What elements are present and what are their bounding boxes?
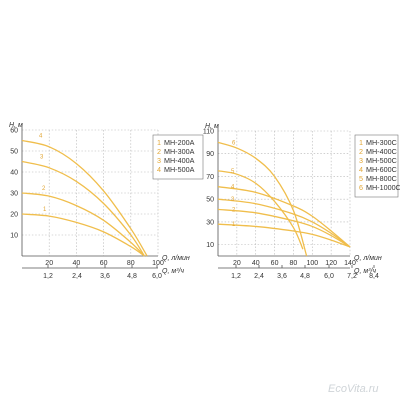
- x-tick-label-flow: 100: [306, 260, 318, 267]
- y-axis-label: H, м: [205, 123, 219, 130]
- legend-number: 3: [157, 156, 161, 165]
- x-tick-label-flow: 80: [127, 260, 135, 267]
- y-tick-label: 10: [206, 242, 214, 249]
- x-tick-label-m3: 2,4: [72, 273, 82, 280]
- legend-entry: MH-800C: [366, 174, 397, 183]
- series-line-mh-500c: [217, 198, 351, 248]
- curve-number-label: 6: [232, 140, 236, 146]
- y-tick-label: 90: [206, 151, 214, 158]
- y-tick-label: 60: [10, 127, 18, 134]
- curve-number-label: 1: [43, 207, 47, 213]
- x-tick-label-flow: 40: [252, 260, 260, 267]
- series-line-mh-200a: [21, 213, 145, 257]
- legend-entry: MH-300A: [164, 147, 195, 156]
- x-tick-label-flow: 60: [271, 260, 279, 267]
- x-tick-label-m3: 4,8: [300, 273, 310, 280]
- curve-number-label: 3: [231, 197, 235, 203]
- x-tick-label-flow: 60: [100, 260, 108, 267]
- x-tick-label-flow: 80: [290, 260, 298, 267]
- legend-entry: MH-400C: [366, 147, 397, 156]
- series-line-mh-300a: [21, 192, 145, 257]
- x-tick-label-m3: 8,4: [369, 273, 379, 280]
- x-axis-label-m3: Q, м³/ч: [162, 268, 184, 275]
- legend-entry: MH-500A: [164, 165, 195, 174]
- x-tick-label-flow: 140: [344, 260, 356, 267]
- legend-number: 5: [359, 174, 363, 183]
- legend-number: 1: [359, 138, 363, 147]
- x-tick-label-m3: 1,2: [231, 273, 241, 280]
- y-tick-label: 50: [10, 148, 18, 155]
- y-tick-label: 10: [10, 232, 18, 239]
- series-line-mh-300c: [217, 223, 351, 248]
- x-tick-label-m3: 3,6: [100, 273, 110, 280]
- x-tick-label-m3: 6,0: [324, 273, 334, 280]
- y-axis-label: H, м: [9, 122, 23, 129]
- series-line-mh-400a: [21, 160, 145, 257]
- legend-entry: MH-400A: [164, 156, 195, 165]
- y-tick-label: 30: [10, 190, 18, 197]
- series-line-mh-600c: [217, 186, 351, 248]
- curve-number-label: 2: [42, 186, 46, 192]
- legend-entry: MH-300C: [366, 138, 397, 147]
- x-tick-label-m3: 1,2: [43, 273, 53, 280]
- series-line-mh-1000c: [217, 141, 308, 257]
- x-tick-label-m3: 4,8: [127, 273, 137, 280]
- x-tick-label-flow: 20: [233, 260, 241, 267]
- x-tick-label-m3: 2,4: [254, 273, 264, 280]
- legend-number: 6: [359, 183, 363, 192]
- y-tick-label: 20: [10, 211, 18, 218]
- series-line-mh-800c: [217, 170, 304, 250]
- x-axis-label-flow: Q, л/мин: [162, 255, 190, 262]
- legend-number: 2: [157, 147, 161, 156]
- y-tick-label: 110: [203, 128, 214, 135]
- curve-number-label: 4: [39, 134, 43, 140]
- legend-number: 4: [359, 165, 363, 174]
- legend-number: 1: [157, 138, 161, 147]
- curve-number-label: 5: [231, 169, 235, 175]
- x-tick-label-flow: 120: [325, 260, 337, 267]
- curve-number-label: 3: [40, 155, 44, 161]
- x-tick-label-flow: 20: [45, 260, 53, 267]
- y-tick-label: 30: [206, 219, 214, 226]
- legend-entry: MH-600C: [366, 165, 397, 174]
- legend-number: 4: [157, 165, 161, 174]
- x-tick-label-flow: 100: [152, 260, 164, 267]
- grid: [22, 129, 159, 256]
- legend-number: 2: [359, 147, 363, 156]
- curve-number-label: 2: [232, 207, 236, 213]
- legend-entry: MH-500C: [366, 156, 397, 165]
- x-tick-label-m3: 6,0: [152, 273, 162, 280]
- y-tick-label: 70: [206, 174, 214, 181]
- series-line-mh-400c: [217, 208, 351, 248]
- curve-number-label: 1: [232, 222, 236, 228]
- y-tick-label: 40: [10, 169, 18, 176]
- curve-number-label: 4: [231, 185, 235, 191]
- x-axis-label-flow: Q, л/мин: [354, 255, 382, 262]
- y-tick-label: 50: [206, 197, 214, 204]
- legend-entry: MH-200A: [164, 138, 195, 147]
- x-tick-label-m3: 3,6: [277, 273, 287, 280]
- watermark: EcoVita.ru: [328, 383, 379, 395]
- legend-box: [354, 134, 399, 198]
- legend-box: [152, 134, 204, 180]
- grid: [218, 130, 351, 256]
- x-axis-label-m3: Q, м³/ч: [354, 268, 376, 275]
- legend-number: 3: [359, 156, 363, 165]
- legend-entry: MH-1000C: [366, 183, 400, 192]
- series-line-mh-500a: [21, 139, 148, 257]
- x-tick-label-flow: 40: [73, 260, 81, 267]
- x-tick-label-m3: 7,2: [347, 273, 357, 280]
